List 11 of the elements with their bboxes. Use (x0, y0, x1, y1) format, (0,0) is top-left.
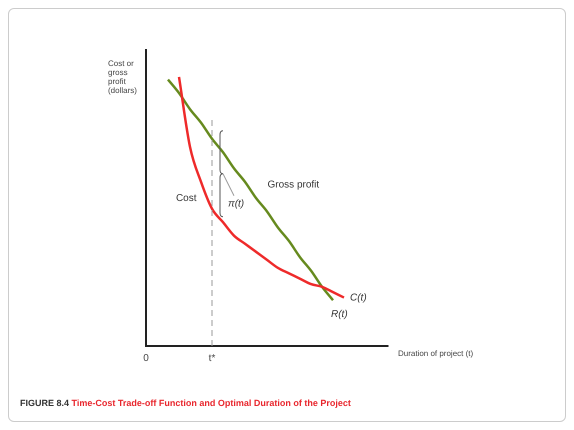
x-tick-label: t* (208, 352, 216, 364)
caption: FIGURE 8.4 (20, 398, 70, 408)
series-label: Cost (176, 192, 197, 204)
y-axis-title: Cost or gross profit (dollars) (108, 59, 138, 96)
x-axis-title: Duration of project (t) (398, 349, 474, 358)
text: Time-Cost Trade-off Function and Optimal Duration of the Project (72, 398, 351, 408)
annotation: C(t) (350, 292, 367, 304)
annotation: π(t) (228, 198, 244, 210)
x-tick-label: 0 (143, 352, 150, 364)
annotation: R(t) (331, 309, 348, 320)
series-label: Gross profit (268, 179, 320, 190)
